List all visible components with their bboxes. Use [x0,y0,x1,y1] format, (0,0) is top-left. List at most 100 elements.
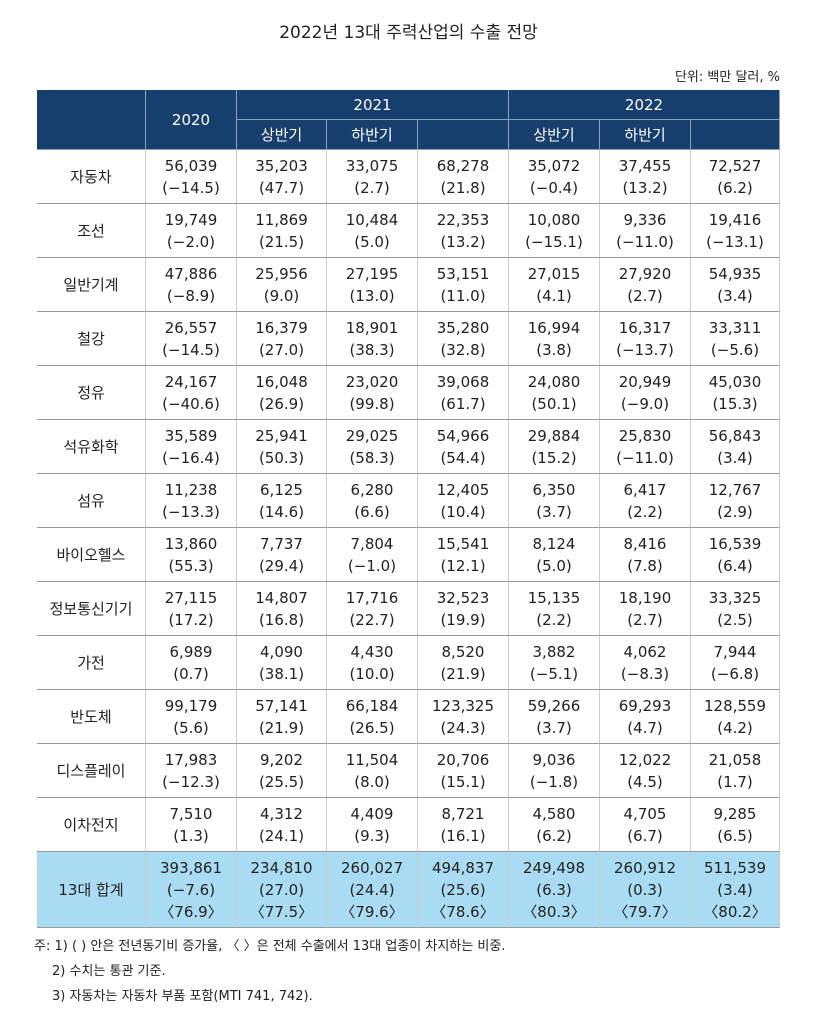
cell-text: 9,285 [713,804,757,823]
data-cell: 8,416 (7.8) [600,528,691,582]
cell-text: 반도체 [70,707,112,726]
cell-text: (6.2) [536,826,572,845]
data-cell: 11,504 (8.0) [327,744,418,798]
data-cell: 25,830 (−11.0) [600,420,691,474]
row-label: 정유 [37,366,146,420]
cell-text: 72,527 [708,156,762,175]
cell-text: 18,901 [345,318,399,337]
cell-text: 〈80.2〉 [703,902,767,921]
cell-text: 일반기계 [63,275,119,294]
cell-text: (24.3) [440,718,486,737]
cell-text: 260,912 [613,858,677,877]
cell-text: 29,884 [527,426,581,445]
cell-text: (6.4) [717,556,753,575]
cell-text: 9,336 [623,210,667,229]
cell-text: (38.1) [258,664,305,683]
cell-text: 59,266 [527,696,581,715]
cell-text: (11.0) [440,286,486,305]
cell-text: 11,869 [255,210,308,229]
cell-text: (21.8) [440,178,486,197]
cell-text: 53,151 [436,264,490,283]
row-label: 자동차 [37,150,146,204]
data-cell: 35,589 (−16.4) [146,420,237,474]
cell-text: 바이오헬스 [56,545,126,564]
data-cell: 8,124 (5.0) [509,528,600,582]
cell-text: (−13.1) [706,232,764,251]
cell-text: (50.1) [531,394,577,413]
cell-text: (0.7) [173,664,209,683]
header-year: 2022 [509,90,780,120]
data-cell: 16,379 (27.0) [237,312,327,366]
cell-text: (3.4) [717,286,753,305]
data-cell: 3,882 (−5.1) [509,636,600,690]
data-cell: 24,167 (−40.6) [146,366,237,420]
cell-text: (16.1) [440,826,486,845]
data-cell: 27,920 (2.7) [600,258,691,312]
cell-text: 〈77.5〉 [249,902,314,921]
cell-text: 393,861 [159,858,223,877]
header-year: 2020 [146,90,237,150]
data-cell: 18,901 (38.3) [327,312,418,366]
cell-text: 56,039 [164,156,218,175]
cell-text: 12,767 [708,480,762,499]
data-cell: 6,989 (0.7) [146,636,237,690]
cell-text: (24.4) [349,880,395,899]
cell-text: 4,062 [623,642,667,661]
row-label: 가전 [37,636,146,690]
cell-text: 〈78.6〉 [431,902,495,921]
cell-text: 정보통신기기 [49,599,133,618]
cell-text: 27,195 [345,264,399,283]
cell-text: 27,115 [164,588,218,607]
cell-text: (6.2) [717,178,753,197]
cell-text: (15.2) [531,448,577,467]
cell-text: 〈76.9〉 [159,902,223,921]
cell-text: 19,416 [708,210,762,229]
data-cell: 4,705 (6.7) [600,798,691,852]
cell-text: 54,966 [436,426,490,445]
cell-text: (−14.5) [162,340,220,359]
cell-text: (7.8) [627,556,663,575]
cell-text: (25.5) [258,772,305,791]
cell-text: 16,994 [527,318,581,337]
cell-text: (2.2) [627,502,663,521]
cell-text: (−8.9) [166,286,216,305]
cell-text: 29,025 [345,426,399,445]
cell-text: 7,944 [713,642,757,661]
cell-text: 16,539 [708,534,762,553]
title: 2022년 13대 주력산업의 수출 전망 [279,23,538,43]
cell-text: (−9.0) [620,394,670,413]
data-cell: 54,966 (54.4) [418,420,509,474]
cell-text: (4.5) [627,772,663,791]
header-half: 하반기 [600,120,691,150]
data-cell: 35,203 (47.7) [237,150,327,204]
data-cell: 16,048 (26.9) [237,366,327,420]
cell-text: (−12.3) [162,772,220,791]
cell-text: 123,325 [431,696,495,715]
cell-text: (12.1) [440,556,486,575]
data-cell: 9,036 (−1.8) [509,744,600,798]
row-label: 정보통신기기 [37,582,146,636]
cell-text: 11,504 [345,750,399,769]
cell-text: 16,317 [618,318,672,337]
data-cell: 12,405 (10.4) [418,474,509,528]
cell-text: (27.0) [258,880,305,899]
cell-text: (9.0) [263,286,300,305]
total-cell: 234,810 (27.0) 〈77.5〉 [237,852,327,928]
cell-text: 23,020 [345,372,399,391]
cell-text: 6,350 [532,480,576,499]
data-cell: 66,184 (26.5) [327,690,418,744]
cell-text: (3.8) [536,340,572,359]
cell-text: (−7.6) [166,880,216,899]
cell-text: 7,804 [350,534,394,553]
cell-text: 47,886 [164,264,218,283]
data-cell: 29,884 (15.2) [509,420,600,474]
cell-text: (−5.1) [529,664,579,683]
cell-text: (5.6) [173,718,209,737]
cell-text: (61.7) [440,394,486,413]
cell-text: 12,022 [618,750,672,769]
data-cell: 6,280 (6.6) [327,474,418,528]
header-half: 하반기 [327,120,418,150]
cell-text: (10.4) [440,502,486,521]
cell-text: 494,837 [431,858,495,877]
cell-text: 33,311 [708,318,762,337]
